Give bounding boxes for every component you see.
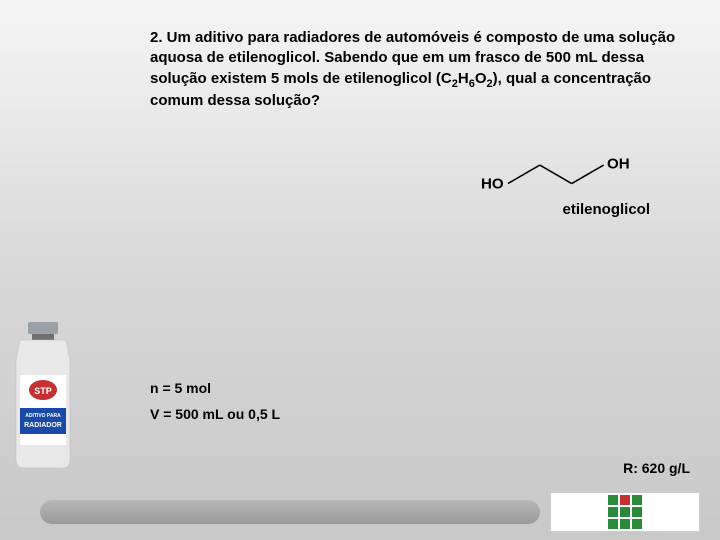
bottle-cap [28, 322, 58, 334]
molecule-left-group: HO [481, 176, 504, 193]
bond-2 [540, 165, 572, 183]
bond-3 [572, 165, 604, 183]
bottle-line1: ADITIVO PARA [25, 413, 61, 419]
molecule-right-group: OH [607, 155, 630, 172]
formula-o: O [475, 70, 487, 87]
given-v: V = 500 mL ou 0,5 L [150, 406, 280, 422]
formula-h: H [458, 70, 469, 87]
footer-bar [40, 500, 540, 524]
answer-text: R: 620 g/L [623, 460, 690, 476]
bottle-line2: RADIADOR [24, 422, 62, 429]
molecule-label: etilenoglicol [562, 201, 650, 218]
bottle-neck [32, 334, 54, 340]
ethylene-glycol-structure: HO OH [470, 155, 660, 197]
bottle-brand: STP [34, 386, 52, 396]
product-bottle-icon: STP ADITIVO PARA RADIADOR [8, 320, 78, 470]
footer-logo [550, 492, 700, 532]
bottle-label-blue [20, 408, 66, 434]
question-text: 2. Um aditivo para radiadores de automóv… [150, 28, 700, 112]
molecule-diagram: HO OH etilenoglicol [470, 155, 660, 218]
bond-1 [508, 165, 540, 183]
given-n: n = 5 mol [150, 380, 280, 396]
given-values: n = 5 mol V = 500 mL ou 0,5 L [150, 380, 280, 432]
logo-squares-icon [608, 495, 642, 529]
